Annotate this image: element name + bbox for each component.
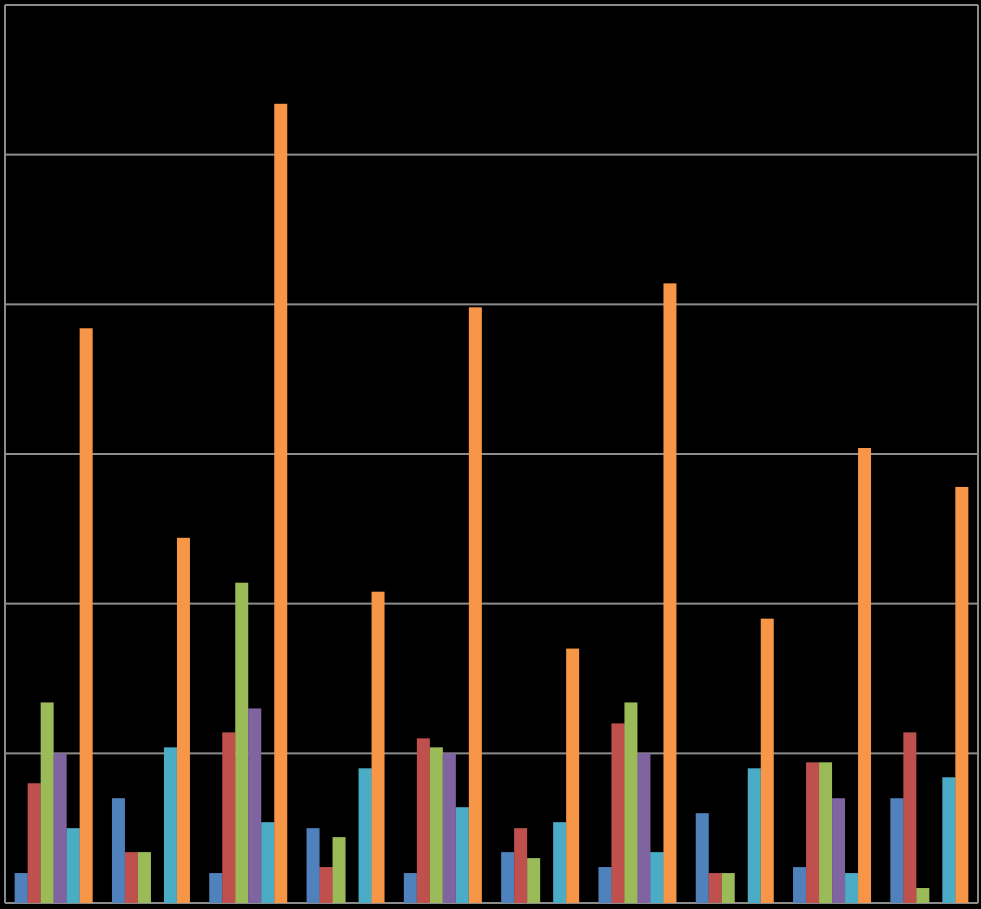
bar xyxy=(650,852,664,903)
bar xyxy=(79,328,93,903)
bar xyxy=(553,822,567,903)
bar xyxy=(747,768,761,903)
bar xyxy=(793,867,807,903)
bar xyxy=(611,723,625,903)
bar xyxy=(455,807,469,903)
bar xyxy=(527,858,541,903)
bar xyxy=(403,873,417,903)
bar xyxy=(124,852,138,903)
bar xyxy=(14,873,28,903)
bar xyxy=(916,888,930,903)
bar xyxy=(209,873,223,903)
bar xyxy=(468,307,482,903)
bar xyxy=(332,837,346,903)
bar xyxy=(890,798,904,903)
bar xyxy=(371,591,385,903)
bar xyxy=(358,768,372,903)
bar xyxy=(598,867,612,903)
bar xyxy=(942,777,956,903)
bar xyxy=(760,618,774,903)
bar xyxy=(624,702,638,903)
bar xyxy=(319,867,333,903)
bar xyxy=(222,732,236,903)
bar xyxy=(163,747,177,903)
bar xyxy=(663,283,677,903)
bar xyxy=(858,448,872,903)
bar xyxy=(429,747,443,903)
bar xyxy=(416,738,430,903)
bar xyxy=(27,783,41,903)
bar xyxy=(845,873,859,903)
bar xyxy=(695,813,709,903)
bar xyxy=(248,708,262,903)
bar xyxy=(137,852,151,903)
bar xyxy=(832,798,846,903)
bar xyxy=(566,648,580,903)
bar xyxy=(442,753,456,903)
bar xyxy=(53,753,67,903)
bar xyxy=(261,822,275,903)
bar xyxy=(819,762,833,903)
bar xyxy=(708,873,722,903)
bar xyxy=(806,762,820,903)
bar xyxy=(306,828,320,903)
bar xyxy=(111,798,125,903)
bar xyxy=(176,537,190,903)
bar xyxy=(955,486,969,903)
bar xyxy=(40,702,54,903)
bar xyxy=(501,852,515,903)
bar xyxy=(721,873,735,903)
bar xyxy=(66,828,80,903)
bar xyxy=(514,828,528,903)
bar xyxy=(903,732,917,903)
bar xyxy=(235,582,249,903)
bar xyxy=(637,753,651,903)
bar xyxy=(274,103,288,903)
